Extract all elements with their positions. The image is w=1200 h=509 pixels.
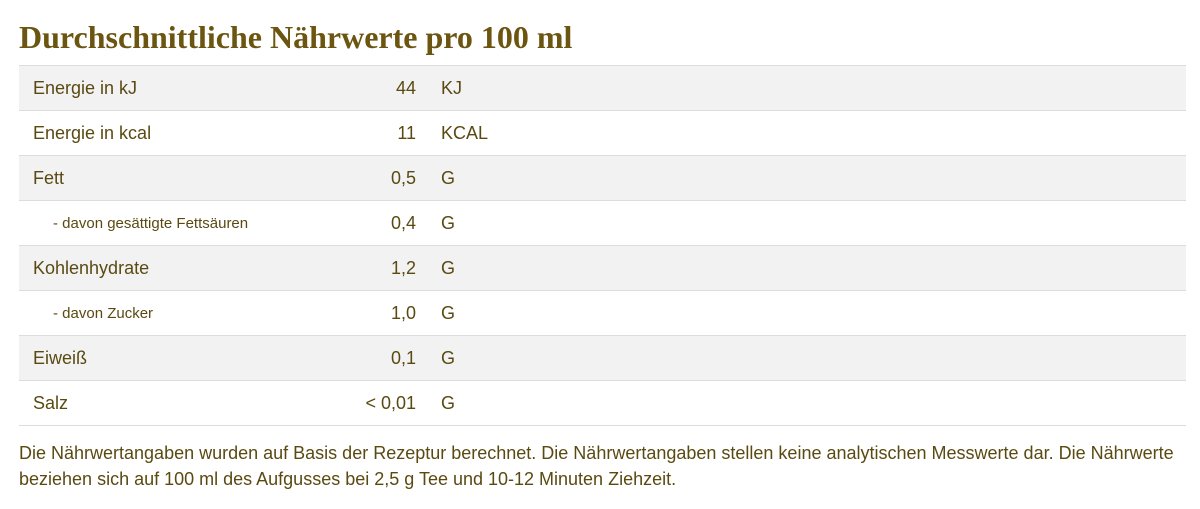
row-value: 1,0 <box>390 302 416 323</box>
row-value: 1,2 <box>390 257 416 278</box>
row-value: 0,4 <box>390 212 416 233</box>
row-label: Energie in kcal <box>33 122 152 143</box>
row-value: 11 <box>397 122 416 143</box>
row-label: Salz <box>33 392 69 413</box>
row-label: Fett <box>33 167 65 188</box>
row-unit: G <box>441 347 456 368</box>
row-value: 0,1 <box>390 347 416 368</box>
row-value: 44 <box>395 77 416 98</box>
page-title: Durchschnittliche Nährwerte pro 100 ml <box>19 19 573 55</box>
row-unit: KJ <box>441 77 463 98</box>
row-unit: G <box>441 167 456 188</box>
row-value: < 0,01 <box>365 392 416 413</box>
table-row-fat: Fett 0,5 G <box>19 156 1186 201</box>
row-unit: G <box>441 212 456 233</box>
row-label: - davon gesättigte Fettsäuren <box>53 214 249 232</box>
row-unit: G <box>441 257 456 278</box>
nutrition-table: Energie in kJ 44 KJ Energie in kcal 11 K… <box>19 65 1186 426</box>
table-row-saturated-fat: - davon gesättigte Fettsäuren 0,4 G <box>19 201 1186 246</box>
row-label: Energie in kJ <box>33 77 138 98</box>
table-row-sugar: - davon Zucker 1,0 G <box>19 291 1186 336</box>
row-label: Eiweiß <box>33 347 88 368</box>
row-unit: KCAL <box>441 122 489 143</box>
table-row-salt: Salz < 0,01 G <box>19 381 1186 426</box>
nutrition-footnote: Die Nährwertangaben wurden auf Basis der… <box>19 443 1174 489</box>
row-label: Kohlenhydrate <box>33 257 150 278</box>
row-unit: G <box>441 392 456 413</box>
table-row-carbohydrates: Kohlenhydrate 1,2 G <box>19 246 1186 291</box>
table-row-energy-kcal: Energie in kcal 11 KCAL <box>19 111 1186 156</box>
table-row-energy-kj: Energie in kJ 44 KJ <box>19 66 1186 111</box>
table-row-protein: Eiweiß 0,1 G <box>19 336 1186 381</box>
row-label: - davon Zucker <box>53 304 154 322</box>
row-value: 0,5 <box>390 167 416 188</box>
row-unit: G <box>441 302 456 323</box>
